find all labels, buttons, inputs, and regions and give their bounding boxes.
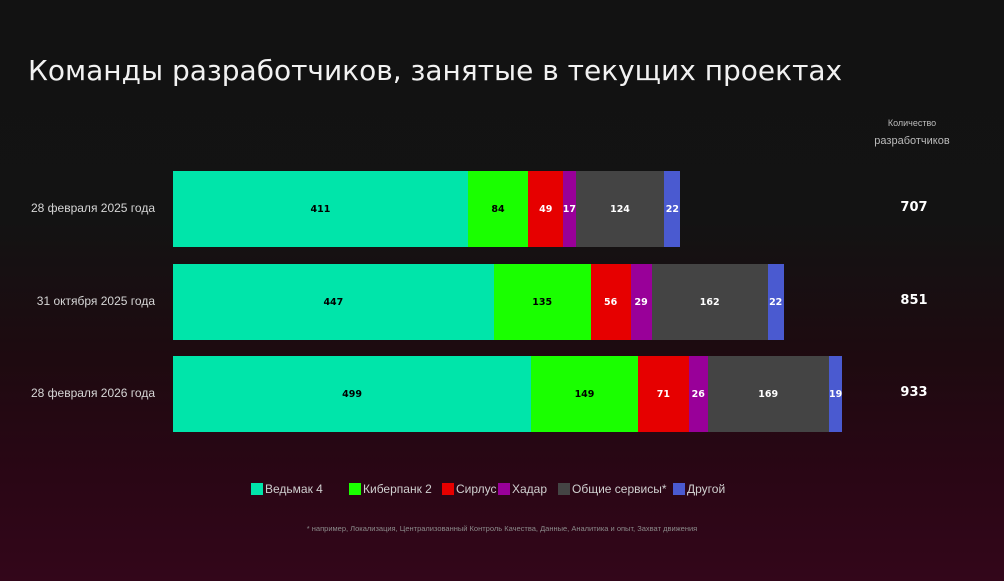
- bar-segment: 71: [637, 356, 689, 432]
- data-label: 499: [342, 388, 362, 400]
- legend-label: Хадар: [512, 482, 548, 496]
- data-label: 162: [699, 296, 720, 308]
- legend-item: Сирлус: [442, 482, 497, 496]
- legend-item: Ведьмак 4: [251, 482, 323, 496]
- bar-segment: 124: [575, 171, 665, 247]
- bar-segment: 499: [173, 356, 532, 432]
- data-label: 56: [604, 296, 618, 308]
- row-total: 707: [900, 200, 928, 215]
- data-label: 149: [574, 388, 595, 400]
- data-label: 447: [323, 296, 344, 308]
- bar-segment: 17: [562, 171, 577, 247]
- legend-item: Общие сервисы*: [558, 482, 667, 496]
- legend-item: Киберпанк 2: [349, 482, 432, 496]
- bar-segment: 49: [528, 171, 564, 247]
- legend-swatch: [558, 483, 570, 495]
- bar-segment: 169: [707, 356, 829, 432]
- data-label: 19: [828, 388, 843, 400]
- bar-segment: 29: [630, 264, 652, 340]
- bar-segment: 411: [173, 171, 468, 247]
- data-label: 26: [691, 388, 705, 400]
- data-label: 411: [310, 203, 331, 215]
- legend-label: Общие сервисы*: [572, 482, 667, 496]
- legend-label: Киберпанк 2: [363, 482, 432, 496]
- row-total: 933: [900, 385, 928, 400]
- legend-swatch: [349, 483, 361, 495]
- bar-segment: 447: [173, 264, 494, 340]
- data-label: 124: [610, 203, 630, 215]
- legend-label: Другой: [687, 482, 726, 496]
- legend-label: Ведьмак 4: [265, 482, 323, 496]
- row-label: 28 февраля 2026 года: [30, 386, 155, 400]
- chart-legend: Ведьмак 4 Киберпанк 2 Сирлус Хадар Общие сер…: [0, 482, 1004, 500]
- bar-segment: 22: [767, 264, 784, 340]
- legend-swatch: [673, 483, 685, 495]
- chart-title: Команды разработчиков, занятые в текущих…: [28, 54, 843, 87]
- bar-segment: 22: [664, 171, 681, 247]
- count-header-line2: разработчиков: [874, 135, 950, 147]
- row-label: 28 февраля 2025 года: [30, 201, 155, 215]
- data-label: 22: [769, 296, 783, 308]
- row-label: 31 октября 2025 года: [36, 294, 155, 308]
- bar-segment: 26: [688, 356, 708, 432]
- data-label: 84: [491, 203, 505, 215]
- bar-segment: 84: [467, 171, 529, 247]
- bar-segment: 135: [493, 264, 591, 340]
- legend-item: Хадар: [498, 482, 547, 496]
- data-label: 71: [656, 388, 671, 400]
- data-label: 29: [634, 296, 648, 308]
- data-label: 17: [562, 203, 577, 215]
- count-column-header: Количество разработчиков: [862, 114, 962, 150]
- row-total: 851: [900, 293, 928, 308]
- legend-item: Другой: [673, 482, 725, 496]
- data-label: 169: [758, 388, 779, 400]
- bar-segment: 19: [828, 356, 843, 432]
- data-label: 135: [532, 296, 553, 308]
- count-header-line1: Количество: [887, 118, 937, 128]
- legend-swatch: [498, 483, 510, 495]
- footnote: * например, Локализация, Централизованны…: [306, 524, 698, 533]
- data-label: 22: [665, 203, 679, 215]
- bar-segment: 162: [651, 264, 768, 340]
- legend-swatch: [251, 483, 263, 495]
- bar-segment: 149: [531, 356, 638, 432]
- legend-label: Сирлус: [456, 482, 497, 496]
- legend-swatch: [442, 483, 454, 495]
- data-label: 49: [539, 203, 553, 215]
- bar-segment: 56: [590, 264, 631, 340]
